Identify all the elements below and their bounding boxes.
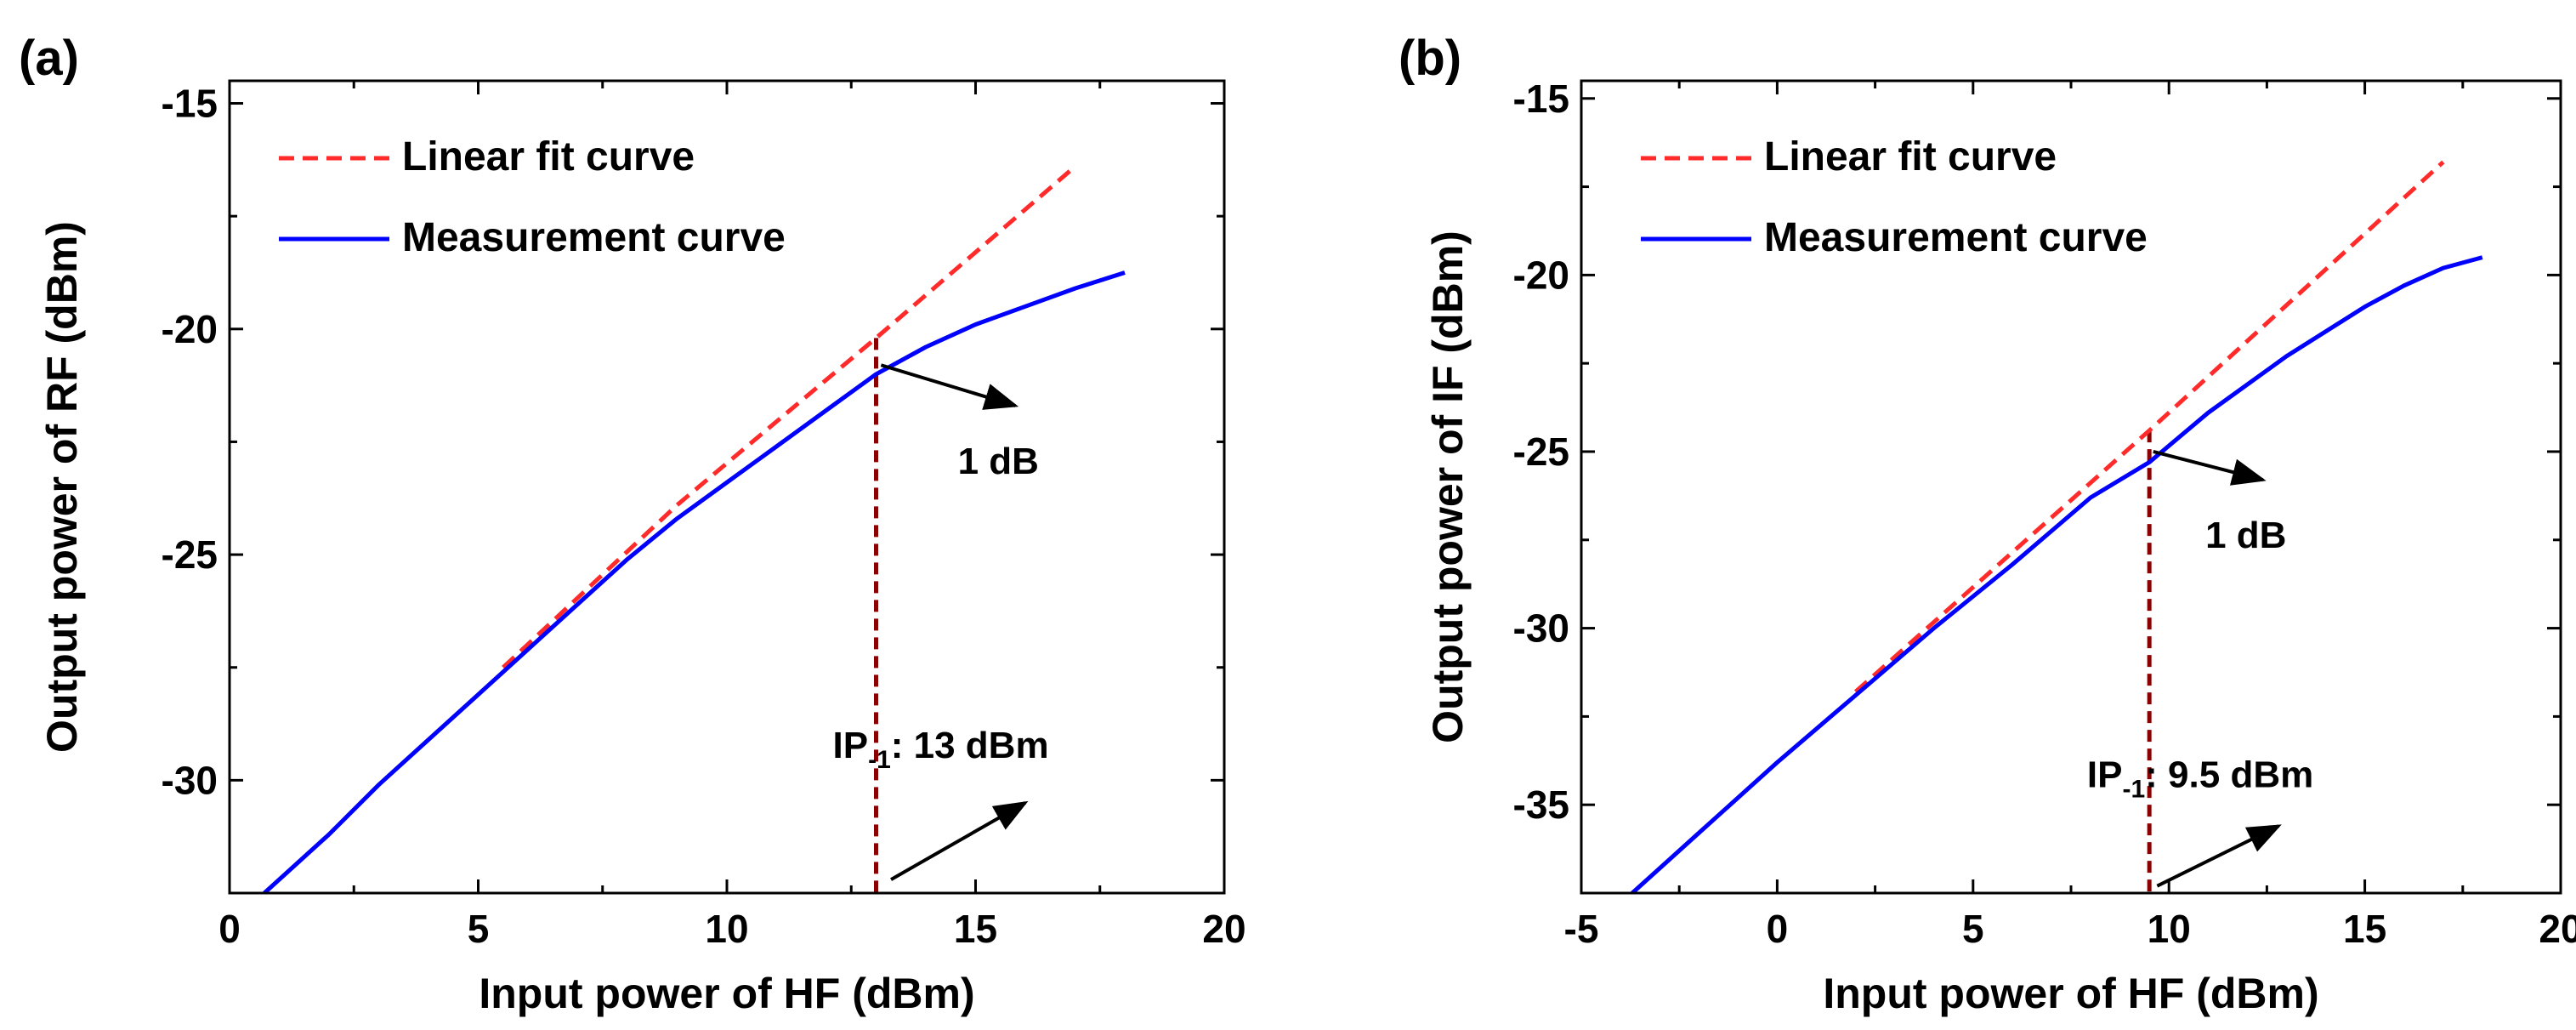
ip-arrow xyxy=(890,800,1029,881)
legend-fit-label: Linear fit curve xyxy=(1764,134,2057,179)
x-tick-label: -5 xyxy=(1564,907,1599,951)
y-tick-label: -25 xyxy=(1513,430,1569,474)
measurement-line xyxy=(1631,255,2483,893)
panel-label: (a) xyxy=(19,31,79,86)
x-tick-label: 10 xyxy=(2148,907,2191,951)
y-axis-title: Output power of RF (dBm) xyxy=(38,221,86,753)
y-axis-title: Output power of IF (dBm) xyxy=(1424,230,1472,743)
x-tick-label: 5 xyxy=(468,907,490,951)
x-axis-title: Input power of HF (dBm) xyxy=(479,970,974,1017)
delta-label: 1 dB xyxy=(958,441,1039,482)
x-tick-label: 15 xyxy=(954,907,997,951)
delta-arrow xyxy=(2153,450,2267,486)
plot-frame xyxy=(1580,79,2562,895)
delta-label: 1 dB xyxy=(2205,515,2286,556)
legend-measurement-label: Measurement curve xyxy=(1764,215,2148,260)
ip-arrow xyxy=(2156,824,2282,888)
ip-label: IP-1: 9.5 dBm xyxy=(2087,754,2313,803)
ip-label: IP-1: 13 dBm xyxy=(833,725,1049,774)
y-tick-label: -25 xyxy=(162,532,218,577)
x-axis-title: Input power of HF (dBm) xyxy=(1823,970,2318,1017)
panel-label: (b) xyxy=(1399,31,1461,86)
linear-fit-line xyxy=(1853,160,2445,694)
y-tick-label: -30 xyxy=(162,758,218,802)
panel-b: (b) -5 0 5 10 15 20 -15 -20 -25 -30 -35 Input power … xyxy=(1399,31,2576,1017)
x-tick-label: 15 xyxy=(2343,907,2386,951)
y-tick-label: -20 xyxy=(162,307,218,351)
y-tick-label: -35 xyxy=(1513,782,1569,827)
plot-frame xyxy=(228,79,1226,895)
linear-fit-line xyxy=(502,164,1077,669)
y-tick-label: -20 xyxy=(1513,253,1569,297)
x-tick-label: 20 xyxy=(2539,907,2576,951)
x-tick-label: 0 xyxy=(1767,907,1789,951)
delta-arrow xyxy=(880,363,1019,410)
legend-fit-label: Linear fit curve xyxy=(402,134,695,179)
x-tick-label: 10 xyxy=(705,907,748,951)
y-tick-label: -15 xyxy=(1513,77,1569,121)
panel-a: (a) 0 5 10 15 20 -15 -20 -25 -30 Input power of HF… xyxy=(19,31,1246,1017)
x-tick-label: 0 xyxy=(218,907,241,951)
x-tick-label: 5 xyxy=(1962,907,1984,951)
y-tick-label: -30 xyxy=(1513,606,1569,651)
x-tick-label: 20 xyxy=(1202,907,1245,951)
y-tick-label: -15 xyxy=(162,82,218,126)
measurement-line xyxy=(263,270,1126,893)
legend-measurement-label: Measurement curve xyxy=(402,215,786,260)
